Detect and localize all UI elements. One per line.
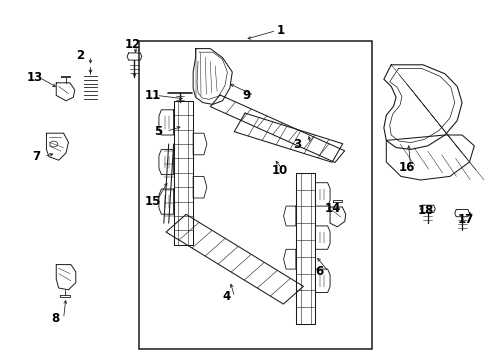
Text: 11: 11 — [144, 89, 160, 102]
Text: 6: 6 — [315, 265, 323, 278]
Text: 7: 7 — [32, 150, 40, 163]
Text: 9: 9 — [242, 89, 250, 102]
Text: 13: 13 — [27, 71, 43, 84]
Text: 12: 12 — [124, 39, 141, 51]
Text: 15: 15 — [144, 195, 160, 208]
Text: 5: 5 — [154, 125, 162, 138]
Text: 10: 10 — [271, 165, 287, 177]
Text: 8: 8 — [51, 312, 60, 325]
Text: 14: 14 — [325, 202, 341, 215]
Text: 18: 18 — [417, 204, 433, 217]
Text: 2: 2 — [76, 49, 84, 62]
Bar — [139, 41, 371, 349]
Text: 17: 17 — [456, 213, 472, 226]
Text: 16: 16 — [398, 161, 414, 174]
Text: 3: 3 — [293, 138, 301, 150]
Text: 1: 1 — [276, 24, 284, 37]
Text: 4: 4 — [222, 291, 230, 303]
